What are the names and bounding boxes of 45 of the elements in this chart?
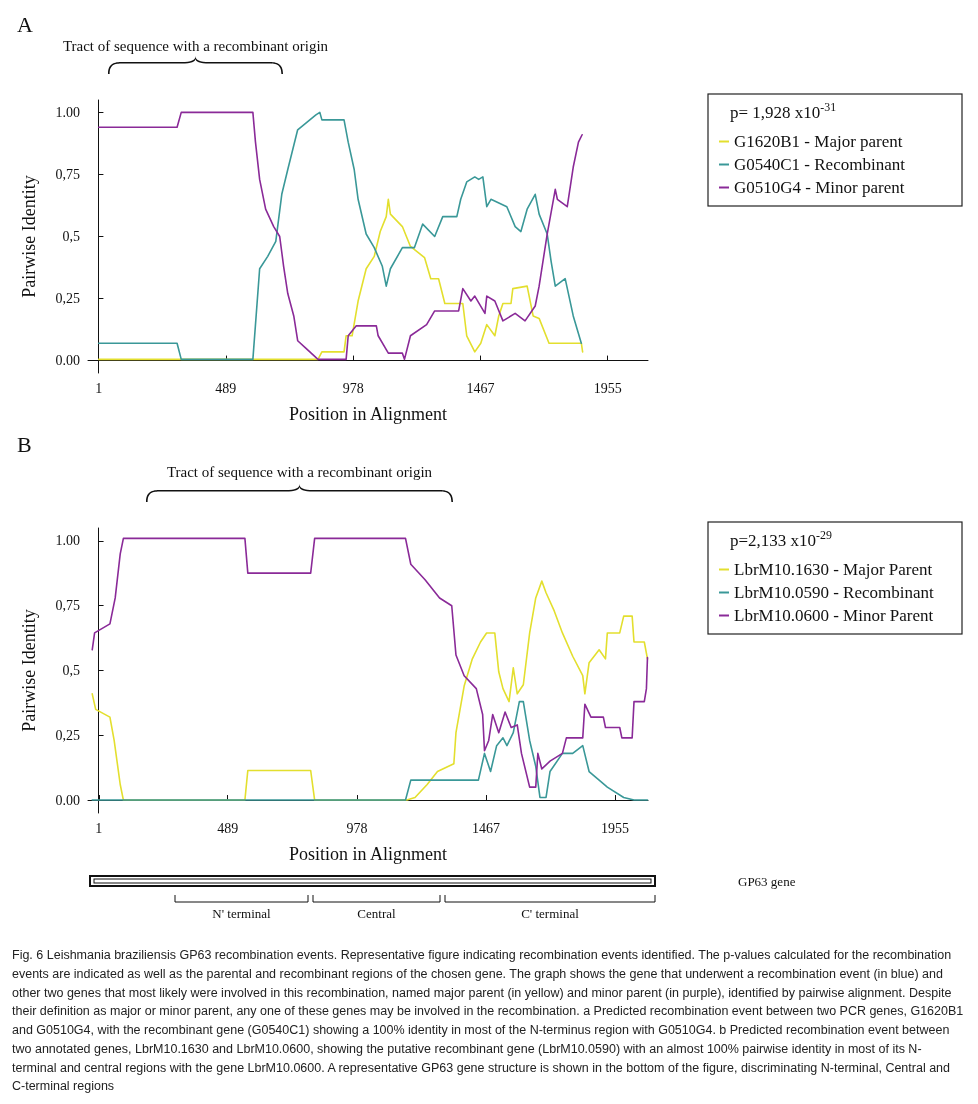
y-tick-label: 0,5 — [62, 229, 80, 244]
legend-label: G1620B1 - Major parent — [734, 132, 903, 151]
caption: Fig. 6 Leishmania braziliensis GP63 recombination events. Representative figure indicating recombination events identified. The p-values calculated for the recombination events are indicated as well as the parental and recombinant regions of the chosen gene. The graph shows the gene that underwent a recombination event (in blue) and other two genes that most likely were involved in this recombination, named major parent (in yellow) and minor parent (in purple), identified by pairwise alignment. Despite their definition as major or minor parent, any one of these genes may be involved in the recombination. a Predicted recombination event between two PCR genes, G1620B1 and G0510G4, with the recombinant gene (G0540C1) showing a 100% identity in most of the N-terminus region with G0510G4. b Predicted recombination event between two annotated genes, LbrM10.1630 and LbrM10.0600, showing the putative recombinant gene (LbrM10.0590) with an almost 100% pairwise identity in most of its N-terminal and central regions with the gene LbrM10.0600. A representative GP63 gene structure is shown in the bottom of the figure, discriminating N-terminal, Central and C-terminal regions — [11, 947, 965, 1096]
x-axis-title: Position in Alignment — [288, 844, 448, 864]
y-tick-label: 0.00 — [55, 353, 80, 369]
legend-title: p=2,133 x10$^{-29}$ — [730, 528, 832, 550]
text: Central — [357, 906, 397, 921]
x-tick-label: 1955 — [593, 380, 622, 396]
x-tick-label: 1955 — [600, 820, 629, 836]
y-tick-label: 0.00 — [55, 792, 80, 808]
x-tick-label: 1467 — [472, 820, 501, 836]
legend-label: LbrM10.0600 - Minor Parent — [734, 606, 934, 625]
y-axis-title: Pairwise Identity — [19, 175, 39, 298]
x-tick-label: 978 — [342, 380, 364, 396]
text: Tract of sequence with a recombinant origin — [62, 37, 329, 54]
text: N' terminal — [212, 906, 272, 921]
x-tick-label: 1 — [95, 380, 103, 396]
line-series — [97, 198, 584, 361]
y-tick-label: 0,25 — [55, 291, 80, 307]
x-axis-title: Position in Alignment — [288, 404, 448, 424]
text: C' terminal — [521, 906, 580, 921]
legend-label: G0540C1 - Recombinant — [734, 155, 906, 174]
chart-title: B — [17, 431, 32, 457]
line-series — [91, 700, 649, 801]
y-tick-label: 1.00 — [55, 533, 80, 549]
y-tick-label: 0,5 — [62, 663, 80, 678]
y-tick-label: 0,25 — [55, 727, 80, 743]
text: GP63 gene — [738, 874, 796, 889]
y-tick-label: 1.00 — [55, 104, 80, 120]
chart-title: A — [17, 11, 33, 37]
y-tick-label: 0,75 — [55, 598, 80, 614]
x-tick-label: 489 — [215, 380, 237, 396]
x-tick-label: 978 — [346, 820, 368, 836]
x-tick-label: 1 — [95, 820, 103, 836]
text: Tract of sequence with a recombinant origin — [166, 463, 433, 480]
legend-label: LbrM10.1630 - Major Parent — [734, 560, 933, 579]
y-tick-label: 0,75 — [55, 166, 80, 182]
x-tick-label: 489 — [217, 820, 239, 836]
legend-title: p= 1,928 x10$^{-31}$ — [730, 100, 837, 122]
y-axis-title: Pairwise Identity — [19, 609, 39, 732]
x-tick-label: 1467 — [466, 380, 495, 396]
legend-label: G0510G4 - Minor parent — [734, 178, 905, 197]
line-series — [97, 111, 583, 361]
line-series — [91, 537, 649, 788]
legend-label: LbrM10.0590 - Recombinant — [734, 583, 934, 602]
